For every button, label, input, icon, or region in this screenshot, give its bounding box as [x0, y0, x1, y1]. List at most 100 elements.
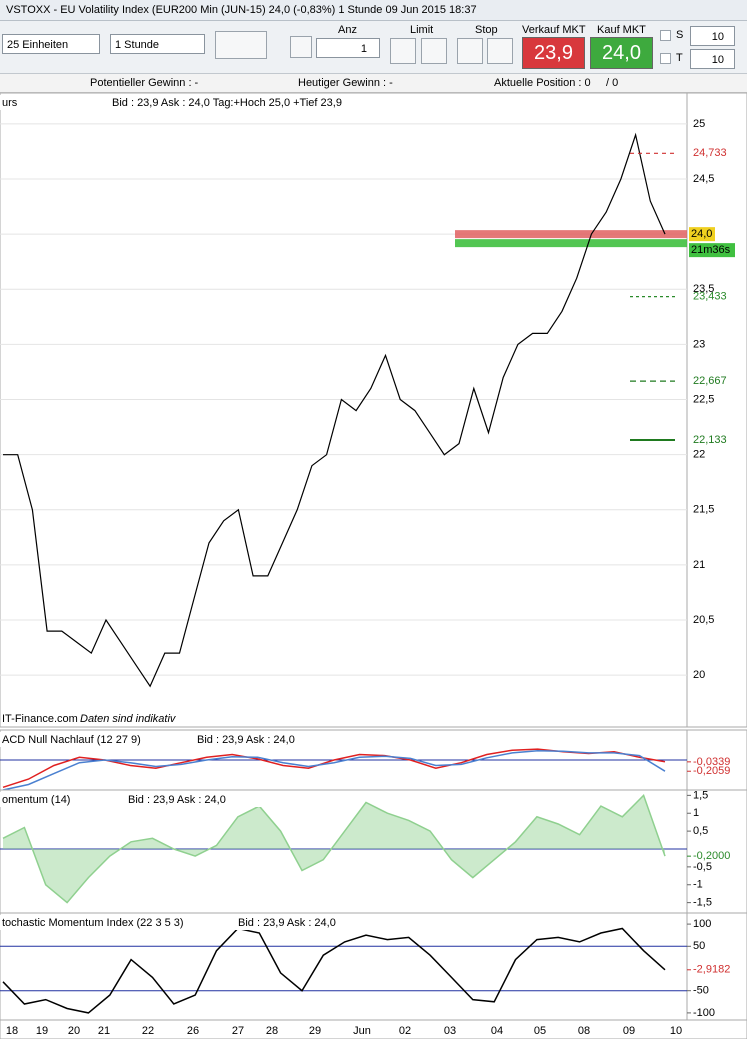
sell-button[interactable]: 23,9: [522, 37, 585, 69]
stop-button[interactable]: [457, 38, 483, 64]
buy-price: 24,0: [602, 42, 641, 64]
y-tick-label: 22,5: [693, 393, 714, 405]
s-value: 10: [711, 31, 724, 43]
anz-value: 1: [360, 43, 367, 55]
header-bg: [0, 792, 300, 807]
anz-label: Anz: [338, 24, 357, 36]
x-tick-label: 29: [309, 1025, 321, 1037]
level-label: 24,733: [693, 147, 727, 159]
timer: 21m36s: [691, 244, 731, 256]
panel-header: ACD Null Nachlauf (12 27 9): [2, 734, 141, 746]
series-line: [2, 794, 666, 904]
y-tick-label: 1: [693, 807, 699, 819]
level-label: 23,433: [693, 291, 727, 303]
y-tick-label: -1: [693, 879, 703, 891]
t-value: 10: [711, 54, 724, 66]
x-tick-label: 18: [6, 1025, 18, 1037]
ask-band: [455, 230, 687, 239]
footer: IT-Finance.com: [2, 713, 78, 725]
level-label: 22,133: [693, 434, 727, 446]
panel: [0, 92, 747, 728]
series-line: [2, 749, 666, 791]
y-tick-label: 50: [693, 940, 705, 952]
units: 25 Einheiten: [7, 39, 69, 51]
y-tick-label: 20: [693, 669, 705, 681]
x-tick-label: 10: [670, 1025, 682, 1037]
series-line: [2, 927, 666, 1014]
x-tick-label: 27: [232, 1025, 244, 1037]
y-tick-label: 20,5: [693, 614, 714, 626]
s-checkbox[interactable]: [660, 30, 671, 41]
y-tick-label: 1,5: [693, 789, 708, 801]
y-tick-label: -1,5: [693, 897, 712, 909]
potential-gain: Potentieller Gewinn : -: [90, 77, 199, 89]
units-select[interactable]: 25 Einheiten: [2, 34, 100, 54]
anz-input[interactable]: 1: [316, 38, 380, 58]
x-tick-label: Jun: [353, 1025, 371, 1037]
level-label: -0,0339: [693, 756, 730, 768]
y-tick-label: -0,5: [693, 861, 712, 873]
interval-select[interactable]: 1 Stunde: [110, 34, 205, 54]
position-2: / 0: [606, 77, 619, 89]
x-tick-label: 21: [98, 1025, 110, 1037]
limit-button[interactable]: [390, 38, 416, 64]
area: [3, 795, 665, 903]
level-label: -0,2000: [693, 850, 730, 862]
t-label: T: [676, 52, 683, 64]
y-tick-label: -50: [693, 985, 709, 997]
footer-note: Daten sind indikativ: [80, 713, 177, 725]
limit-label: Limit: [410, 24, 434, 36]
level-label: 22,667: [693, 375, 727, 387]
s-input[interactable]: 10: [690, 26, 735, 46]
x-tick-label: 20: [68, 1025, 80, 1037]
toolbar: 25 Einheiten 1 Stunde Anz 1 Limit Stop V…: [0, 21, 747, 74]
s-label: S: [676, 29, 684, 41]
x-tick-label: 05: [534, 1025, 546, 1037]
panel: [0, 789, 747, 914]
buy-label: Kauf MKT: [597, 24, 646, 36]
x-tick-label: 19: [36, 1025, 48, 1037]
chart-type-button[interactable]: [215, 31, 267, 59]
level-label: -2,9182: [693, 964, 730, 976]
current-label: 24,0: [691, 228, 712, 240]
panel-header: omentum (14): [2, 794, 70, 806]
x-tick-label: 28: [266, 1025, 278, 1037]
bid-band: [455, 239, 687, 248]
y-tick-label: 23,5: [693, 283, 714, 295]
x-tick-label: 09: [623, 1025, 635, 1037]
today-gain: Heutiger Gewinn : -: [298, 77, 393, 89]
header-bg: [0, 95, 345, 110]
x-tick-label: 26: [187, 1025, 199, 1037]
panel-header: urs: [2, 97, 18, 109]
sell-label: Verkauf MKT: [522, 24, 586, 36]
y-tick-label: -100: [693, 1007, 715, 1019]
position: Aktuelle Position : 0: [494, 77, 591, 89]
stop-label: Stop: [475, 24, 498, 36]
t-checkbox[interactable]: [660, 53, 671, 64]
header-bg: [0, 915, 300, 930]
stop-button-2[interactable]: [487, 38, 513, 64]
y-tick-label: 25: [693, 118, 705, 130]
panel-header-info: Bid : 23,9 Ask : 24,0: [128, 794, 226, 806]
title-bar: VSTOXX - EU Volatility Index (EUR200 Min…: [0, 0, 747, 21]
limit-button-2[interactable]: [421, 38, 447, 64]
sell-price: 23,9: [534, 42, 573, 64]
buy-button[interactable]: 24,0: [590, 37, 653, 69]
x-tick-label: 02: [399, 1025, 411, 1037]
interval: 1 Stunde: [115, 39, 160, 51]
y-tick-label: 22: [693, 449, 705, 461]
tool-button[interactable]: [290, 36, 312, 58]
level-label: -0,2059: [693, 765, 730, 777]
x-tick-label: 08: [578, 1025, 590, 1037]
y-tick-label: 0,5: [693, 825, 708, 837]
title: VSTOXX - EU Volatility Index (EUR200 Min…: [6, 4, 477, 16]
t-input[interactable]: 10: [690, 49, 735, 69]
panel-header-info: Bid : 23,9 Ask : 24,0 Tag:+Hoch 25,0 +Ti…: [112, 97, 342, 109]
series-line: [3, 132, 666, 688]
current-box: [689, 227, 715, 242]
y-tick-label: 23: [693, 338, 705, 350]
x-tick-label: 04: [491, 1025, 503, 1037]
y-tick-label: 24,5: [693, 173, 714, 185]
